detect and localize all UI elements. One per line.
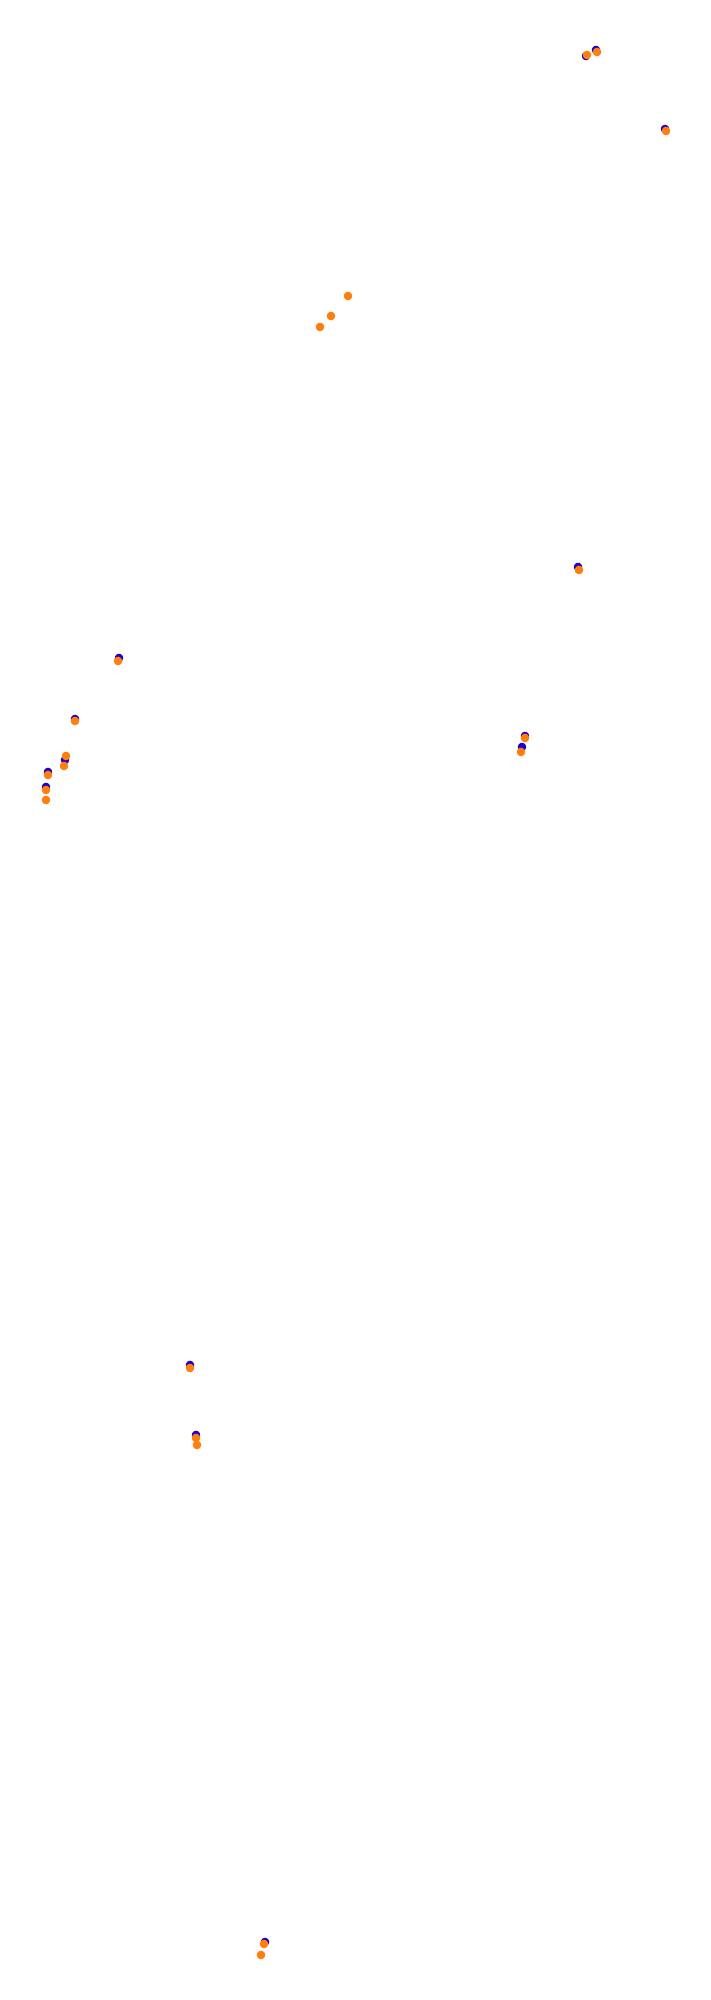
- series-2-point-13: [516, 747, 526, 757]
- series-2-point-8: [43, 770, 53, 780]
- series-2-point-9: [59, 761, 69, 771]
- series-2-point-21: [661, 126, 671, 136]
- series-2-point-12: [113, 656, 123, 666]
- series-2-point-16: [315, 322, 325, 332]
- series-1: [41, 45, 670, 1947]
- series-2-point-7: [41, 785, 51, 795]
- series-2-point-19: [582, 50, 592, 60]
- series-2: [41, 47, 671, 1960]
- series-2-point-2: [259, 1939, 269, 1949]
- series-2-point-17: [326, 311, 336, 321]
- series-2-point-1: [256, 1950, 266, 1960]
- series-2-point-10: [61, 751, 71, 761]
- series-2-point-3: [192, 1440, 202, 1450]
- series-2-point-15: [574, 565, 584, 575]
- series-2-point-14: [520, 733, 530, 743]
- series-2-point-4: [191, 1433, 201, 1443]
- series-2-point-11: [70, 716, 80, 726]
- series-2-point-6: [41, 795, 51, 805]
- series-2-point-5: [185, 1363, 195, 1373]
- series-2-point-20: [592, 47, 602, 57]
- series-2-point-18: [343, 291, 353, 301]
